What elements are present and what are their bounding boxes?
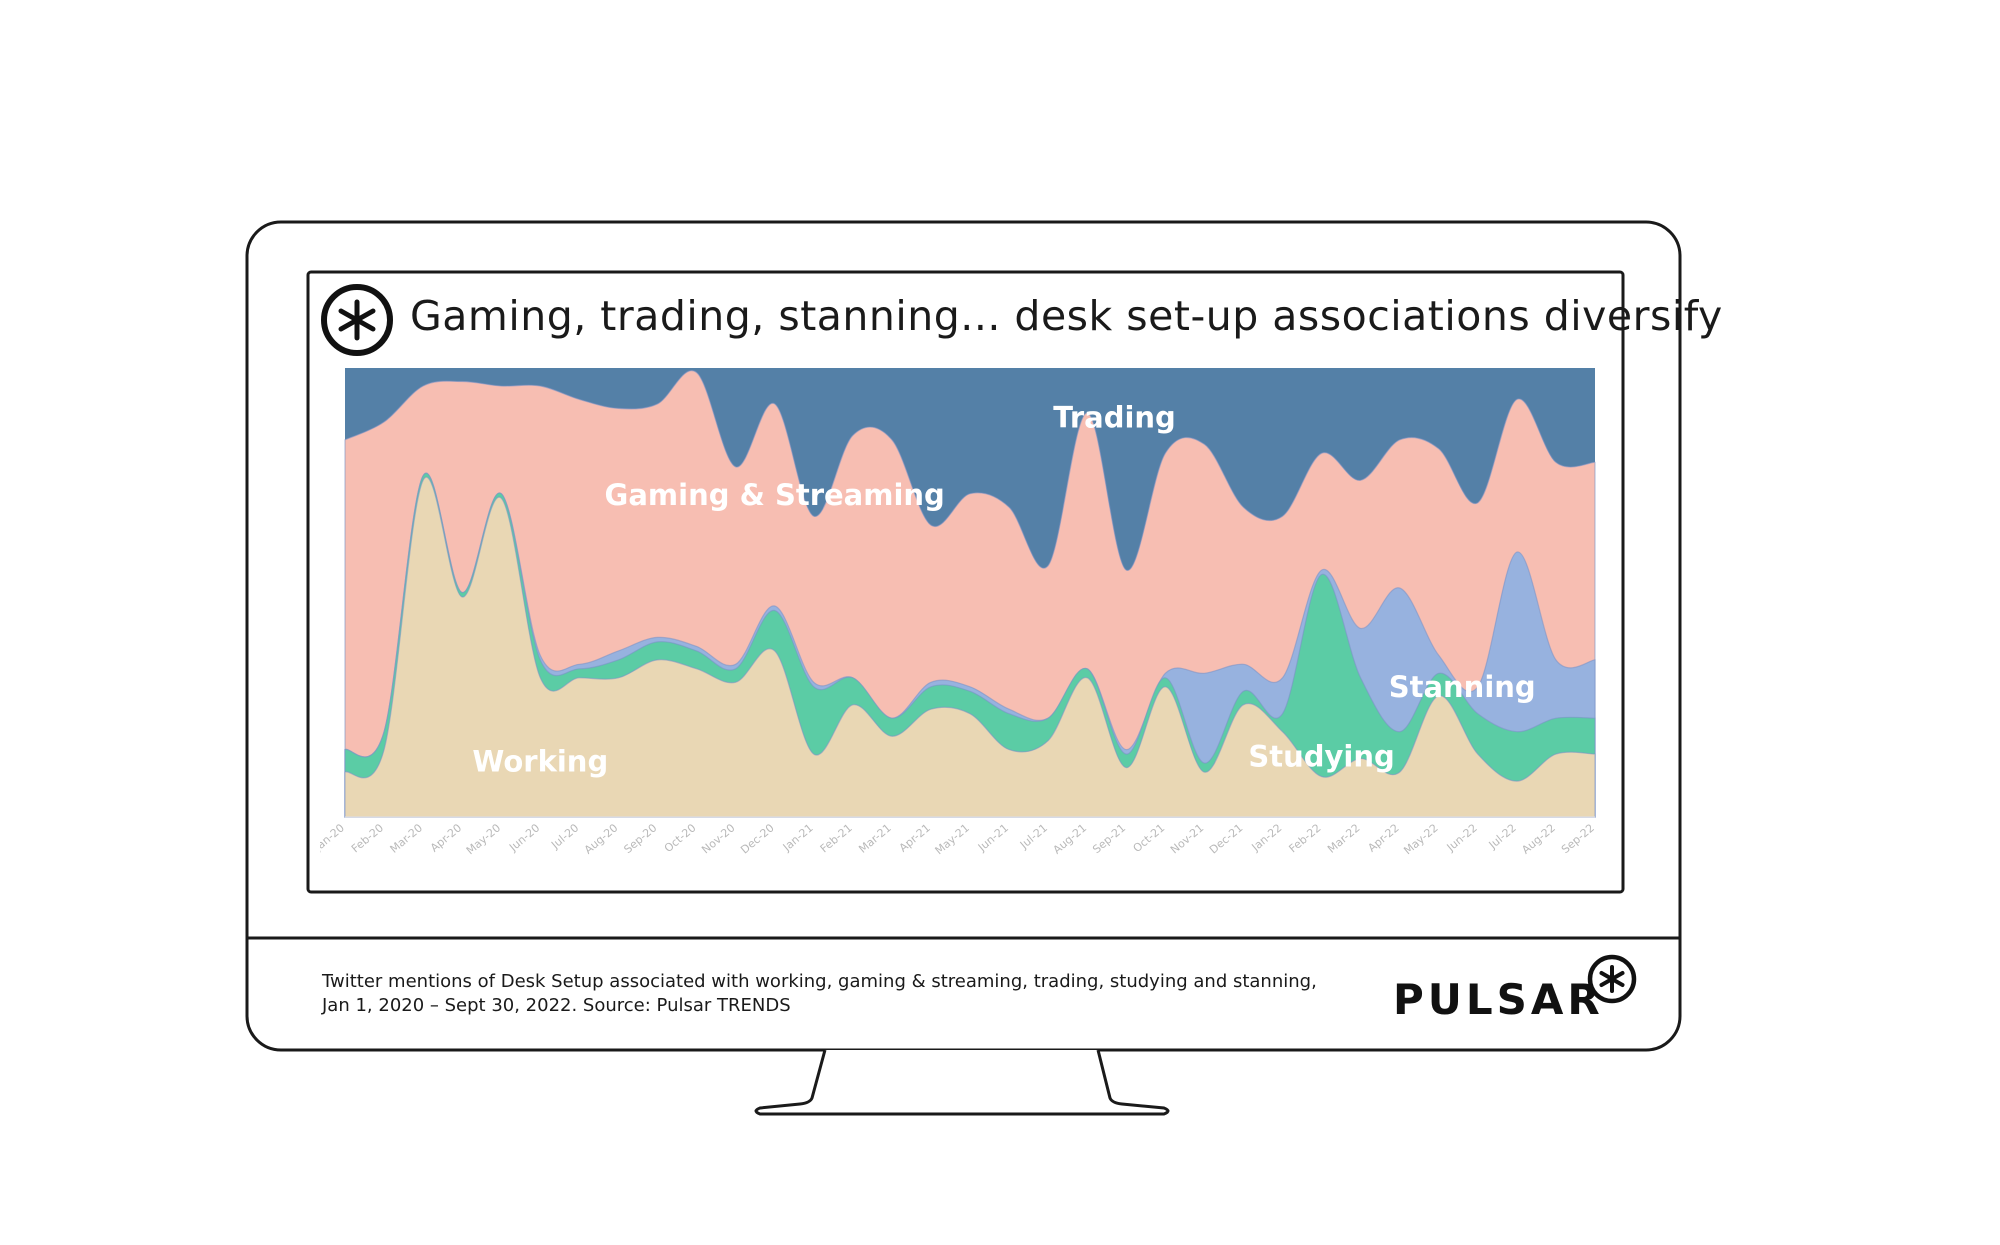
x-tick-label: Oct-20 <box>662 821 699 855</box>
series-label-studying: Studying <box>1248 739 1394 773</box>
x-tick-label: Dec-20 <box>738 821 776 856</box>
x-tick-label: Nov-20 <box>699 821 737 856</box>
x-tick-label: Aug-22 <box>1519 821 1558 856</box>
x-tick-label: Jul-22 <box>1486 821 1519 852</box>
brand-logo-icon <box>1587 954 1637 1004</box>
series-labels: Working Studying Stanning Gaming & Streamin… <box>472 401 1535 779</box>
x-tick-label: Jul-21 <box>1017 821 1050 852</box>
x-tick-label: Mar-21 <box>856 821 893 855</box>
series-label-gaming-streaming: Gaming & Streaming <box>605 478 945 512</box>
chart-title: Gaming, trading, stanning... desk set-up… <box>410 292 1723 340</box>
x-tick-label: Jan-20 <box>320 821 347 854</box>
x-tick-label: Feb-20 <box>349 821 386 855</box>
caption-line-1: Twitter mentions of Desk Setup associate… <box>322 971 1317 992</box>
chart-caption: Twitter mentions of Desk Setup associate… <box>322 970 1422 1018</box>
caption-line-2: Jan 1, 2020 – Sept 30, 2022. Source: Pul… <box>322 995 791 1016</box>
x-tick-label: Jun-20 <box>506 821 542 854</box>
x-tick-label: May-21 <box>933 821 972 857</box>
stacked-area-chart: Jan-20 Feb-20 Mar-20 Apr-20 May-20 Jun-20 Jul-… <box>320 368 1597 857</box>
x-tick-label: Jun-21 <box>975 821 1011 854</box>
x-tick-label: Jul-20 <box>548 821 581 852</box>
x-tick-label: Apr-21 <box>897 821 933 854</box>
x-tick-label: Sep-20 <box>621 821 659 856</box>
series-label-trading: Trading <box>1053 401 1176 435</box>
series-label-stanning: Stanning <box>1389 670 1536 704</box>
area-working <box>344 476 1596 818</box>
monitor-stand <box>754 1049 1170 1116</box>
x-tick-label: Nov-21 <box>1168 821 1206 856</box>
x-axis-ticks: Jan-20 Feb-20 Mar-20 Apr-20 May-20 Jun-20 Jul-… <box>320 821 1597 857</box>
asterisk-circle-icon <box>321 284 393 356</box>
x-tick-label: Jan-22 <box>1249 821 1285 854</box>
x-tick-label: May-20 <box>464 821 503 857</box>
x-tick-label: Sep-21 <box>1090 821 1128 856</box>
x-tick-label: Aug-21 <box>1051 821 1090 856</box>
area-series-group <box>344 368 1596 818</box>
x-tick-label: Apr-20 <box>428 821 464 854</box>
x-tick-label: Feb-21 <box>818 821 855 855</box>
brand-name: PULSAR <box>1393 975 1604 1024</box>
x-tick-label: Aug-20 <box>582 821 621 856</box>
x-tick-label: Dec-21 <box>1207 821 1245 856</box>
x-tick-label: Feb-22 <box>1286 821 1323 855</box>
x-tick-label: Apr-22 <box>1365 821 1401 854</box>
series-label-working: Working <box>472 744 608 778</box>
x-tick-label: Jan-21 <box>780 821 816 854</box>
x-tick-label: Mar-22 <box>1325 821 1362 855</box>
x-tick-label: Jun-22 <box>1444 821 1480 854</box>
x-tick-label: Mar-20 <box>388 821 425 855</box>
x-tick-label: Sep-22 <box>1559 821 1597 856</box>
x-tick-label: May-22 <box>1401 821 1440 857</box>
x-tick-label: Oct-21 <box>1131 821 1168 855</box>
